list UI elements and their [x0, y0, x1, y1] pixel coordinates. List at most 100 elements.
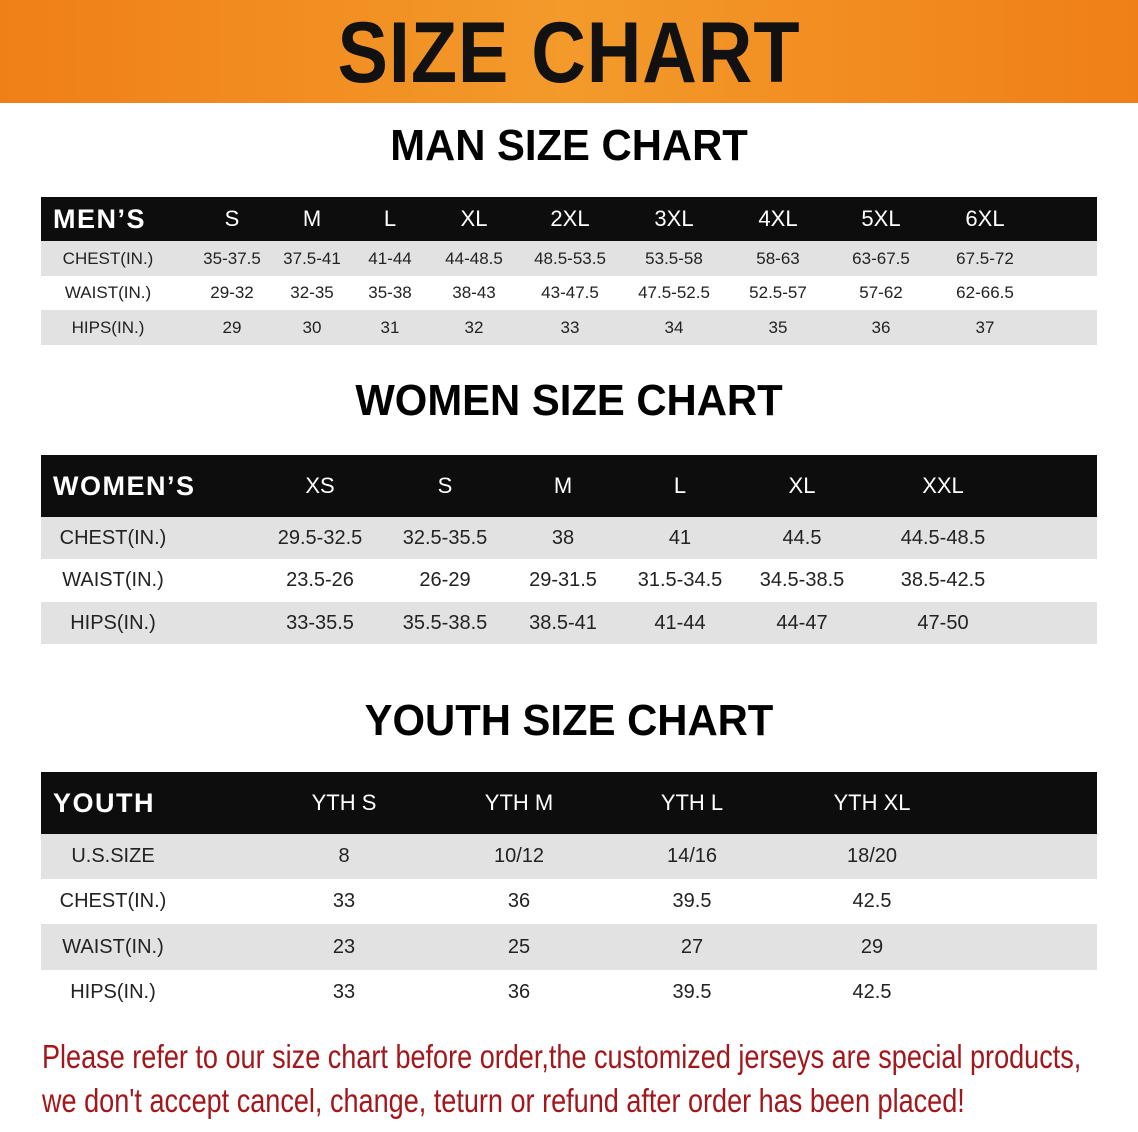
size-header-cell: XS [305, 473, 335, 498]
table-row: HIPS(IN.) 33-35.5 35.5-38.5 38.5-41 41-44 44-… [41, 602, 1097, 644]
value-cell: 62-66.5 [956, 283, 1014, 302]
value-cell: 29 [222, 317, 242, 337]
value-cell: 33 [560, 317, 580, 337]
size-header-cell: M [553, 473, 573, 498]
value-cell: 35.5-38.5 [402, 611, 488, 634]
value-cell: 30 [302, 317, 322, 337]
women-section-title: WOMEN SIZE CHART [355, 376, 783, 425]
value-cell: 32 [464, 317, 484, 337]
men-section-title: MAN SIZE CHART [390, 121, 748, 170]
banner: SIZE CHART [0, 0, 1138, 103]
value-cell: 35 [768, 317, 788, 337]
banner-title: SIZE CHART [337, 5, 801, 101]
size-header-cell: XL [788, 473, 816, 498]
value-cell: 41 [668, 526, 692, 549]
value-cell: 58-63 [756, 248, 800, 268]
value-cell: 67.5-72 [956, 248, 1014, 268]
row-label-cell: CHEST(IN.) [59, 890, 167, 912]
size-header-cell: XL [460, 206, 488, 231]
value-cell: 42.5 [852, 890, 892, 912]
value-cell: 44.5 [782, 526, 822, 549]
table-row: WAIST(IN.) 29-32 32-35 35-38 38-43 43-47.5 47.… [41, 276, 1097, 310]
table-row: WAIST(IN.) 23.5-26 26-29 29-31.5 31.5-34.5 34… [41, 559, 1097, 602]
value-cell: 10/12 [493, 845, 545, 867]
size-header-cell: 6XL [965, 206, 1005, 231]
value-cell: 34.5-38.5 [759, 569, 845, 591]
table-title-cell: MEN’S [53, 203, 147, 234]
value-cell: 33-35.5 [286, 611, 354, 634]
row-label-cell: WAIST(IN.) [64, 283, 152, 302]
value-cell: 29-32 [210, 283, 254, 302]
size-header-cell: 3XL [654, 206, 694, 231]
value-cell: 41-44 [368, 248, 412, 268]
youth-size-table: YOUTH YTH S YTH M YTH L YTH XL U.S.SIZE 8 10/12… [41, 772, 1097, 1015]
value-cell: 44-47 [776, 611, 828, 634]
row-label-cell: HIPS(IN.) [71, 317, 145, 337]
value-cell: 34 [664, 317, 684, 337]
row-label-cell: CHEST(IN.) [59, 526, 167, 549]
value-cell: 33 [332, 890, 356, 912]
table-row: WAIST(IN.) 23 25 27 29 [41, 924, 1097, 970]
value-cell: 47.5-52.5 [638, 283, 710, 302]
value-cell: 43-47.5 [541, 283, 599, 302]
size-header-cell: M [302, 206, 322, 231]
value-cell: 44-48.5 [445, 248, 503, 268]
value-cell: 44.5-48.5 [900, 526, 986, 549]
value-cell: 32.5-35.5 [402, 526, 488, 549]
table-row: CHEST(IN.) 35-37.5 37.5-41 41-44 44-48.5 48.5… [41, 241, 1097, 276]
size-header-cell: L [673, 473, 687, 498]
value-cell: 35-38 [368, 283, 412, 302]
value-cell: 35-37.5 [203, 248, 261, 268]
row-label-cell: U.S.SIZE [71, 845, 155, 867]
value-cell: 32-35 [290, 283, 334, 302]
value-cell: 38 [551, 526, 575, 549]
value-cell: 39.5 [672, 890, 712, 912]
table-row: HIPS(IN.) 33 36 39.5 42.5 [41, 970, 1097, 1015]
value-cell: 41-44 [654, 611, 706, 634]
row-label-cell: WAIST(IN.) [62, 569, 164, 591]
value-cell: 37.5-41 [283, 248, 341, 268]
value-cell: 38-43 [452, 283, 496, 302]
value-cell: 48.5-53.5 [534, 248, 606, 268]
value-cell: 36 [871, 317, 891, 337]
notice-line-1: Please refer to our size chart before or… [42, 1038, 1082, 1075]
size-header-cell: YTH S [311, 790, 377, 815]
value-cell: 33 [332, 981, 356, 1003]
value-cell: 57-62 [859, 283, 903, 302]
table-title-cell: WOMEN’S [53, 470, 196, 501]
table-row: HIPS(IN.) 29 30 31 32 33 34 35 36 37 [41, 310, 1097, 345]
size-header-cell: XXL [922, 473, 964, 498]
row-label-cell: HIPS(IN.) [70, 981, 156, 1003]
value-cell: 52.5-57 [749, 283, 807, 302]
value-cell: 36 [507, 981, 531, 1003]
value-cell: 23.5-26 [286, 569, 354, 591]
women-header-row: WOMEN’S XS S M L XL XXL [41, 455, 1097, 517]
value-cell: 36 [507, 890, 531, 912]
value-cell: 29-31.5 [529, 569, 597, 591]
size-header-cell: S [224, 206, 240, 231]
table-row: U.S.SIZE 8 10/12 14/16 18/20 [41, 834, 1097, 879]
value-cell: 39.5 [672, 981, 712, 1003]
youth-section-title: YOUTH SIZE CHART [364, 696, 774, 745]
size-header-cell: 5XL [861, 206, 901, 231]
size-header-cell: YTH M [484, 790, 554, 815]
row-label-cell: CHEST(IN.) [62, 248, 154, 268]
size-header-cell: S [437, 473, 453, 498]
value-cell: 23 [332, 935, 356, 958]
value-cell: 25 [507, 935, 531, 958]
youth-header-row: YOUTH YTH S YTH M YTH L YTH XL [41, 772, 1097, 834]
men-header-row: MEN’S S M L XL 2XL 3XL 4XL 5XL 6XL [41, 197, 1097, 241]
size-header-cell: 2XL [550, 206, 590, 231]
row-label-cell: HIPS(IN.) [70, 611, 156, 634]
value-cell: 27 [680, 935, 704, 958]
table-row: CHEST(IN.) 33 36 39.5 42.5 [41, 879, 1097, 924]
value-cell: 18/20 [846, 845, 898, 867]
value-cell: 31 [380, 317, 400, 337]
men-size-table: MEN’S S M L XL 2XL 3XL 4XL 5XL 6XL CHEST(IN.) 35-37… [41, 197, 1097, 345]
size-header-cell: L [383, 206, 397, 231]
value-cell: 14/16 [666, 845, 718, 867]
size-header-cell: YTH L [660, 790, 724, 815]
value-cell: 29 [860, 935, 884, 958]
row-label-cell: WAIST(IN.) [62, 935, 164, 958]
value-cell: 26-29 [419, 569, 471, 591]
